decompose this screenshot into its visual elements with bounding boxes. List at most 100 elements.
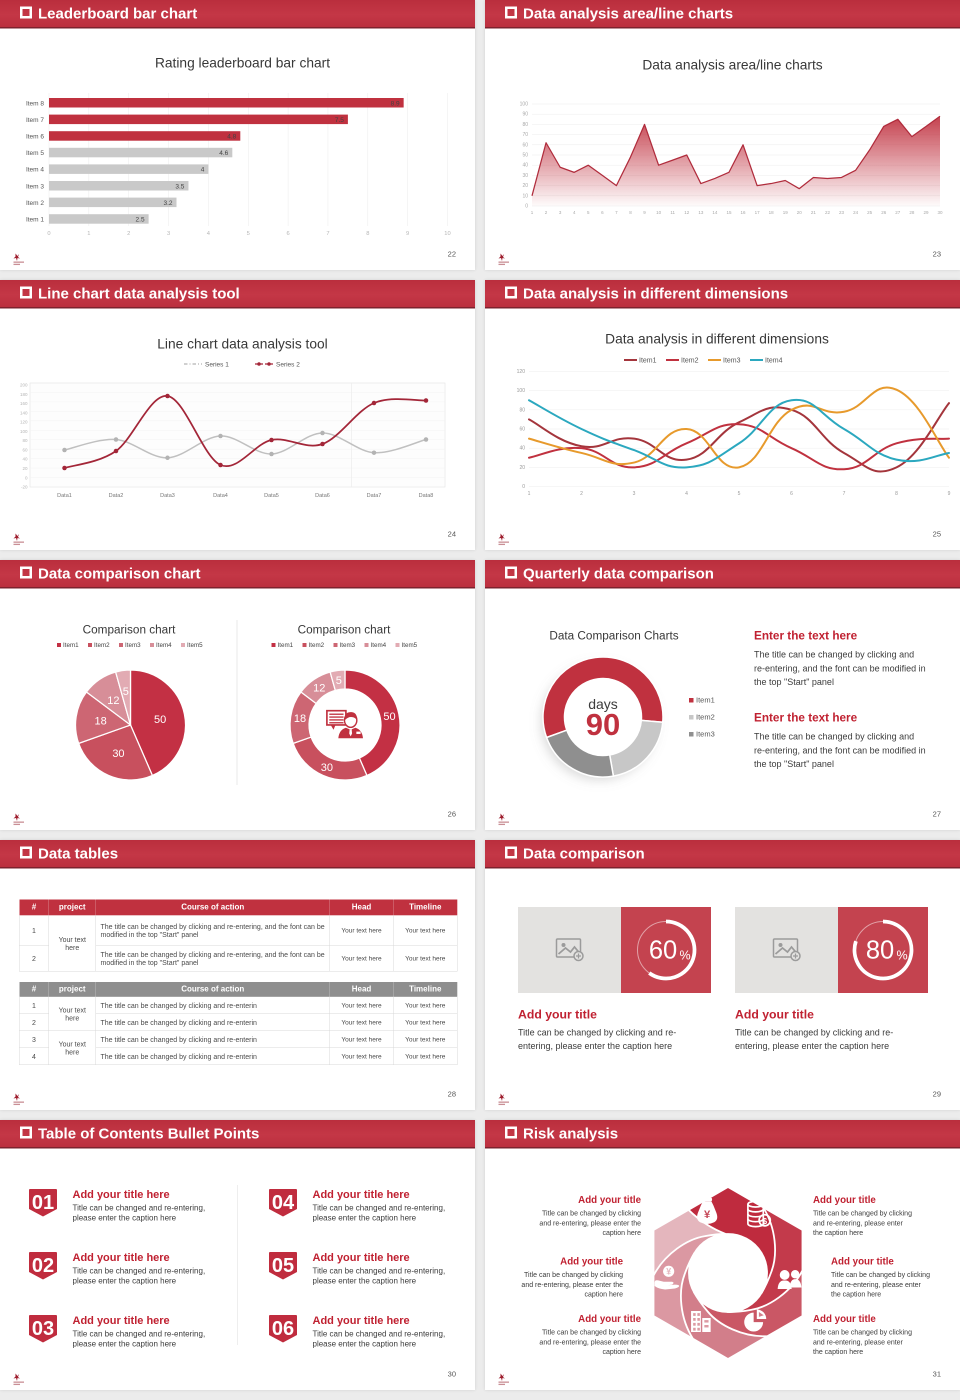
svg-text:Item4: Item4 (371, 642, 387, 649)
svg-text:Item 6: Item 6 (26, 133, 44, 140)
svg-text:5: 5 (247, 231, 250, 237)
svg-text:%: % (679, 949, 690, 963)
svg-text:40: 40 (519, 446, 525, 452)
svg-text:1: 1 (87, 231, 90, 237)
svg-text:6: 6 (790, 491, 793, 497)
svg-text:10: 10 (444, 231, 450, 237)
svg-text:60: 60 (522, 142, 528, 148)
svg-text:%: % (896, 949, 907, 963)
svg-text:18: 18 (94, 715, 106, 727)
svg-text:7: 7 (843, 491, 846, 497)
svg-text:5: 5 (336, 675, 342, 687)
svg-text:200: 200 (20, 383, 28, 388)
svg-text:5: 5 (587, 210, 590, 215)
svg-text:4: 4 (201, 167, 205, 174)
svg-text:60: 60 (22, 447, 28, 452)
svg-text:50: 50 (383, 711, 395, 723)
svg-text:70: 70 (522, 132, 528, 138)
svg-text:Item1: Item1 (278, 642, 294, 649)
svg-text:3.2: 3.2 (163, 200, 172, 207)
svg-text:9: 9 (948, 491, 951, 497)
svg-text:50: 50 (522, 153, 528, 159)
svg-text:50: 50 (154, 714, 166, 726)
svg-text:0: 0 (522, 484, 525, 490)
svg-text:22: 22 (825, 210, 831, 215)
svg-text:Series 2: Series 2 (276, 362, 300, 369)
svg-text:3: 3 (559, 210, 562, 215)
svg-text:2: 2 (545, 210, 548, 215)
svg-text:Data4: Data4 (213, 493, 228, 499)
svg-text:140: 140 (20, 410, 28, 415)
svg-text:1: 1 (528, 491, 531, 497)
svg-text:Data3: Data3 (160, 493, 175, 499)
svg-text:Item2: Item2 (681, 358, 699, 365)
svg-text:Item1: Item1 (639, 358, 657, 365)
svg-text:Data5: Data5 (264, 493, 279, 499)
svg-text:8: 8 (366, 231, 369, 237)
svg-text:180: 180 (20, 392, 28, 397)
svg-text:0: 0 (47, 231, 50, 237)
svg-text:Item 1: Item 1 (26, 216, 44, 223)
svg-text:Item 5: Item 5 (26, 150, 44, 157)
svg-text:7: 7 (326, 231, 329, 237)
svg-text:Item4: Item4 (156, 642, 172, 649)
svg-text:4.8: 4.8 (227, 133, 236, 140)
svg-text:-20: -20 (21, 485, 28, 490)
svg-text:Item5: Item5 (187, 642, 203, 649)
svg-text:9: 9 (643, 210, 646, 215)
svg-text:Item 4: Item 4 (26, 167, 44, 174)
svg-text:11: 11 (670, 210, 675, 215)
svg-text:Item5: Item5 (402, 642, 418, 649)
svg-text:4: 4 (573, 210, 576, 215)
svg-text:60: 60 (519, 427, 525, 433)
svg-text:8: 8 (629, 210, 632, 215)
svg-text:Item2: Item2 (94, 642, 110, 649)
svg-text:30: 30 (522, 173, 528, 179)
svg-text:80: 80 (866, 937, 894, 965)
svg-text:90: 90 (522, 112, 528, 118)
svg-text:0: 0 (525, 204, 528, 210)
svg-text:20: 20 (519, 465, 525, 471)
svg-text:¥: ¥ (666, 1266, 671, 1276)
svg-text:7: 7 (615, 210, 618, 215)
svg-text:6: 6 (601, 210, 604, 215)
svg-text:20: 20 (797, 210, 803, 215)
svg-text:27: 27 (895, 210, 901, 215)
svg-text:$: $ (762, 1216, 767, 1226)
svg-text:03: 03 (32, 1318, 54, 1340)
svg-text:Series 1: Series 1 (205, 362, 229, 369)
svg-text:19: 19 (783, 210, 789, 215)
svg-text:17: 17 (755, 210, 761, 215)
svg-text:2: 2 (580, 491, 583, 497)
svg-text:100: 100 (20, 429, 28, 434)
svg-text:12: 12 (107, 695, 119, 707)
svg-text:Item2: Item2 (696, 713, 715, 722)
svg-text:9: 9 (406, 231, 409, 237)
svg-text:5: 5 (123, 686, 129, 698)
svg-text:21: 21 (811, 210, 817, 215)
svg-text:01: 01 (32, 1192, 54, 1214)
svg-text:04: 04 (272, 1192, 295, 1214)
svg-text:15: 15 (726, 210, 732, 215)
svg-text:4: 4 (207, 231, 211, 237)
svg-text:14: 14 (712, 210, 718, 215)
svg-text:Item3: Item3 (340, 642, 356, 649)
svg-text:2.5: 2.5 (136, 216, 145, 223)
svg-text:30: 30 (321, 762, 333, 774)
svg-text:06: 06 (272, 1318, 294, 1340)
svg-text:Data6: Data6 (315, 493, 330, 499)
svg-text:0: 0 (25, 475, 28, 480)
svg-text:4.6: 4.6 (219, 150, 228, 157)
svg-text:Item 8: Item 8 (26, 100, 44, 107)
svg-text:days: days (588, 696, 618, 712)
svg-text:8.9: 8.9 (391, 100, 400, 107)
svg-text:26: 26 (881, 210, 887, 215)
svg-text:20: 20 (522, 183, 528, 189)
svg-text:12: 12 (684, 210, 690, 215)
svg-text:18: 18 (294, 713, 306, 725)
svg-text:Item 2: Item 2 (26, 200, 44, 207)
svg-text:02: 02 (32, 1255, 54, 1277)
svg-text:Data1: Data1 (57, 493, 72, 499)
svg-text:12: 12 (313, 682, 325, 694)
svg-text:3: 3 (633, 491, 636, 497)
